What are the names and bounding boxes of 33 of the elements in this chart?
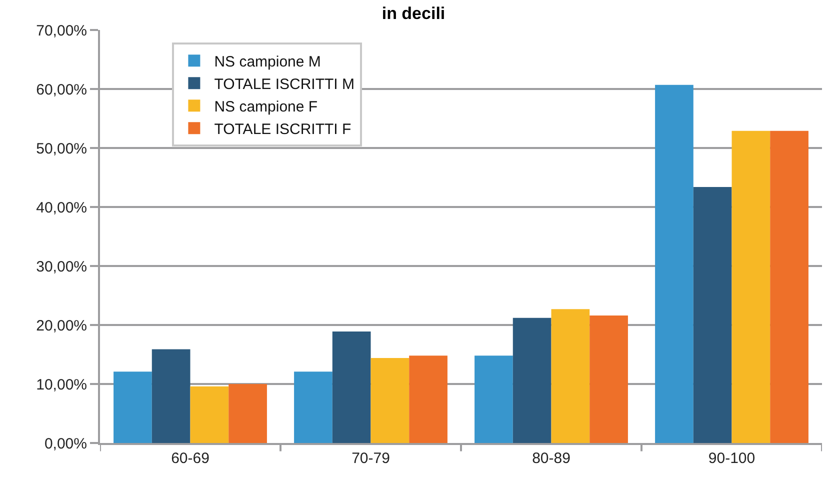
legend-label: NS campione M (214, 53, 321, 70)
y-tick-label: 40,00% (36, 199, 87, 216)
bar (551, 309, 590, 443)
legend-label: TOTALE ISCRITTI M (214, 76, 354, 93)
bar (655, 84, 694, 443)
x-tick-label: 60-69 (171, 450, 210, 467)
x-tick-label: 80-89 (532, 450, 570, 467)
y-tick-label: 30,00% (36, 258, 87, 276)
y-tick-label: 60,00% (36, 81, 87, 98)
bar (228, 384, 267, 443)
bar (512, 318, 552, 443)
bar (152, 349, 190, 443)
bar (294, 372, 332, 443)
bar (770, 130, 808, 443)
bar (114, 372, 152, 443)
x-tick-label: 70-79 (352, 450, 390, 467)
y-tick-label: 50,00% (36, 140, 87, 158)
bar (190, 386, 229, 443)
bar (332, 331, 371, 443)
legend-label: TOTALE ISCRITTI F (214, 120, 352, 138)
bar (732, 130, 770, 443)
bar (693, 186, 732, 443)
x-tick-label: 90-100 (708, 450, 756, 467)
bar (474, 356, 513, 443)
y-tick-label: 20,00% (36, 317, 87, 334)
bar (370, 358, 410, 443)
chart-title: in decili (382, 4, 446, 24)
y-tick-label: 70,00% (36, 22, 87, 40)
bar (409, 356, 448, 443)
y-tick-label: 0,00% (44, 435, 87, 452)
legend-label: NS campione F (214, 98, 318, 116)
bar (590, 316, 628, 443)
y-tick-label: 10,00% (36, 376, 87, 394)
